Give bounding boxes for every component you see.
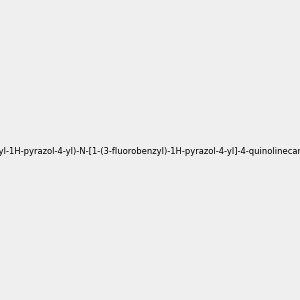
Text: 2-(1-ethyl-1H-pyrazol-4-yl)-N-[1-(3-fluorobenzyl)-1H-pyrazol-4-yl]-4-quinolineca: 2-(1-ethyl-1H-pyrazol-4-yl)-N-[1-(3-fluo…: [0, 147, 300, 156]
